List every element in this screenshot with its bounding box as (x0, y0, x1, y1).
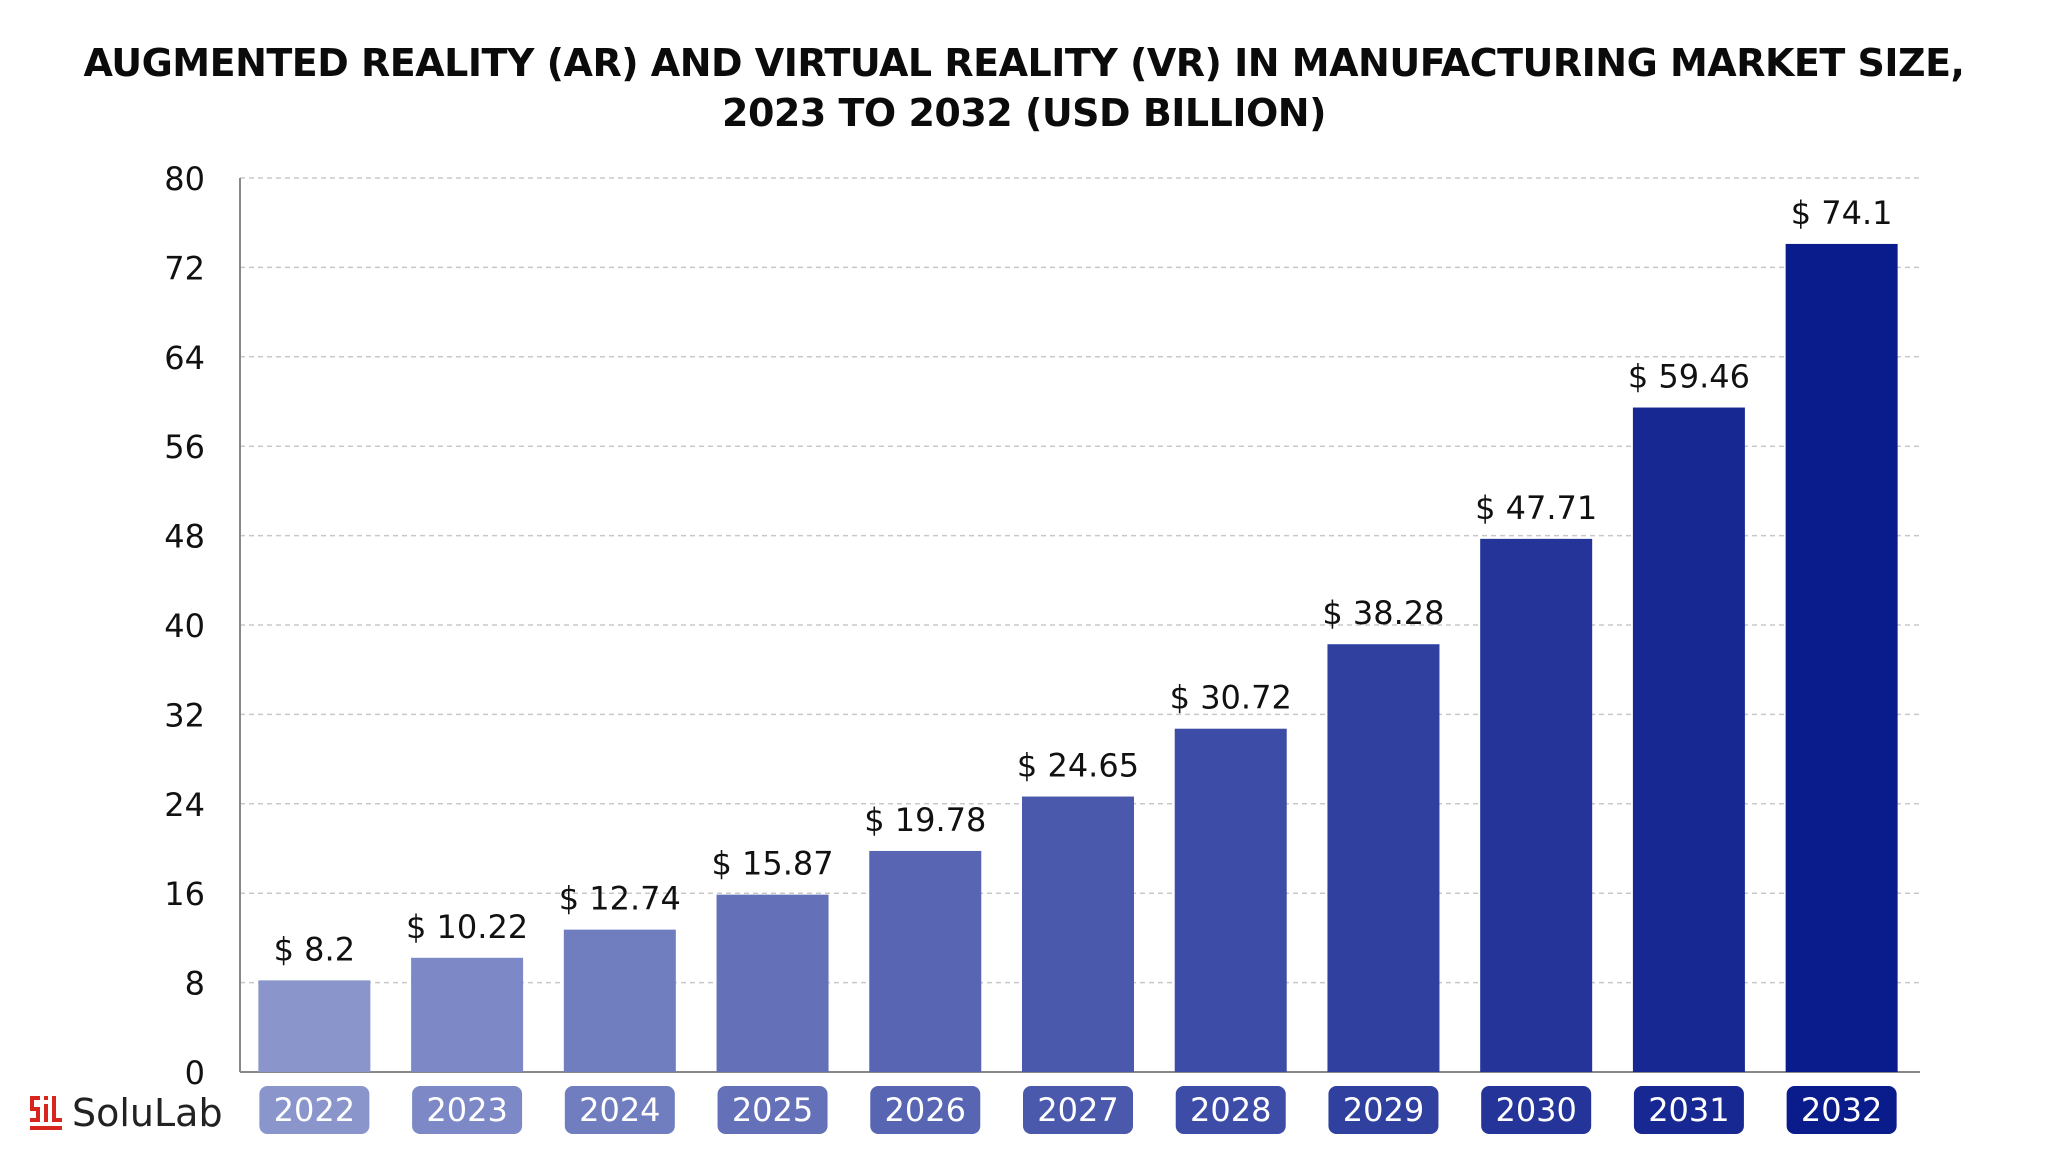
bar (1632, 407, 1745, 1072)
bar (563, 929, 676, 1072)
x-tick-pill (870, 1086, 981, 1134)
x-tick-label: 2024 (579, 1091, 660, 1129)
data-label: $ 10.22 (406, 908, 528, 946)
y-tick-label: 24 (164, 786, 205, 824)
y-tick-label: 56 (164, 428, 205, 466)
data-label: $ 30.72 (1170, 679, 1292, 717)
x-tick-pill (717, 1086, 828, 1134)
bar (1022, 796, 1134, 1072)
data-label: $ 12.74 (559, 880, 681, 918)
bar (869, 850, 982, 1072)
bar (1480, 538, 1593, 1072)
data-label: $ 19.78 (864, 801, 986, 839)
y-tick-label: 16 (164, 875, 205, 913)
data-label: $ 47.71 (1475, 489, 1597, 527)
x-tick-pill (1633, 1086, 1744, 1134)
x-tick-pill (259, 1086, 370, 1134)
bar (1174, 728, 1287, 1072)
x-tick-pill (412, 1086, 523, 1134)
y-tick-label: 32 (164, 696, 205, 734)
x-tick-label: 2031 (1648, 1091, 1729, 1129)
y-tick-label: 0 (185, 1054, 205, 1092)
data-label: $ 8.2 (274, 930, 355, 968)
x-tick-pill (1786, 1086, 1897, 1134)
data-label: $ 38.28 (1322, 594, 1444, 632)
chart-title-line-2: 2023 TO 2032 (USD BILLION) (722, 91, 1326, 135)
x-tick-pill (1023, 1086, 1133, 1134)
bar (411, 957, 524, 1072)
x-tick-label: 2030 (1495, 1091, 1576, 1129)
x-tick-label: 2026 (885, 1091, 966, 1129)
bar (716, 894, 829, 1072)
chart-title-line-1: AUGMENTED REALITY (AR) AND VIRTUAL REALI… (83, 41, 1965, 85)
bar (1327, 644, 1440, 1072)
y-tick-label: 64 (164, 339, 205, 377)
x-tick-pill (1481, 1086, 1592, 1134)
x-tick-pill (564, 1086, 675, 1134)
y-tick-label: 48 (164, 518, 205, 556)
x-tick-label: 2028 (1190, 1091, 1271, 1129)
y-tick-label: 40 (164, 607, 205, 645)
x-tick-label: 2032 (1801, 1091, 1882, 1129)
solulab-logo-icon (30, 1096, 62, 1130)
x-tick-label: 2029 (1343, 1091, 1424, 1129)
y-tick-label: 72 (164, 249, 205, 287)
x-tick-label: 2025 (732, 1091, 813, 1129)
data-label: $ 15.87 (711, 845, 833, 883)
y-tick-label: 80 (164, 160, 205, 198)
x-tick-label: 2027 (1037, 1091, 1118, 1129)
x-tick-label: 2023 (426, 1091, 507, 1129)
brand-logo: SoluLab (30, 1088, 223, 1138)
x-tick-label: 2022 (274, 1091, 355, 1129)
chart-title: AUGMENTED REALITY (AR) AND VIRTUAL REALI… (0, 38, 2048, 138)
y-tick-label: 8 (185, 965, 205, 1003)
bar (258, 980, 371, 1072)
data-label: $ 24.65 (1017, 747, 1139, 785)
data-label: $ 59.46 (1628, 358, 1750, 396)
x-tick-pill (1328, 1086, 1439, 1134)
brand-name: SoluLab (72, 1091, 223, 1135)
data-label: $ 74.1 (1791, 194, 1893, 232)
x-tick-pill (1175, 1086, 1286, 1134)
bar (1785, 243, 1898, 1072)
